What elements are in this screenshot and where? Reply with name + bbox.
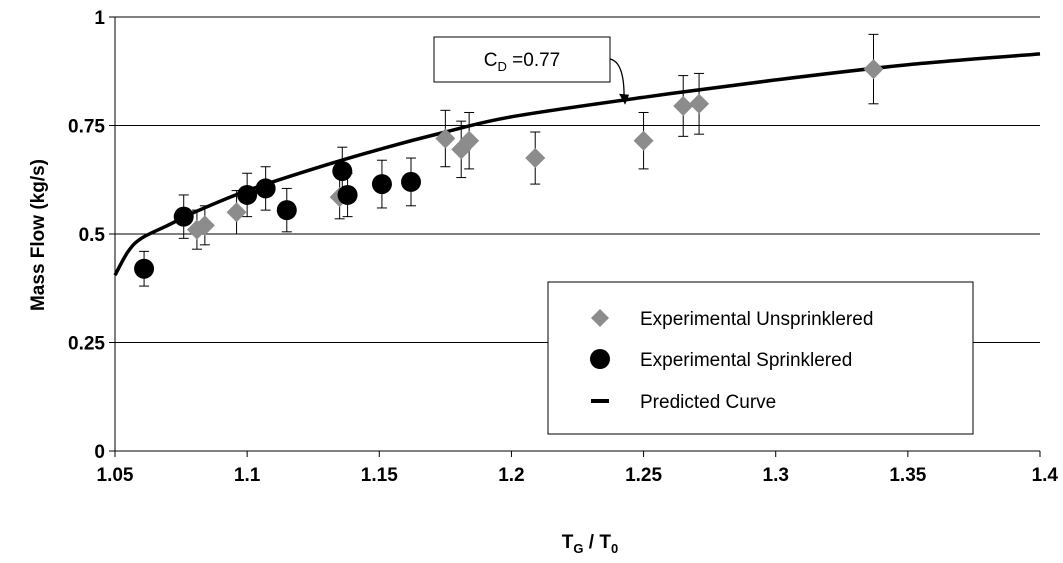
predicted-curve-line — [113, 52, 1041, 277]
x-tick-label-2: 1.15 — [361, 465, 398, 486]
axes — [109, 16, 1041, 457]
annotation-box — [433, 36, 611, 83]
legend-label-predicted: Predicted Curve — [640, 392, 776, 413]
point-unsprinklered-2 — [226, 202, 247, 223]
y-tick-label-1: 0.25 — [68, 334, 105, 355]
point-unsprinklered-11 — [863, 59, 884, 80]
y-tick-label-2: 0.5 — [79, 225, 106, 246]
point-sprinklered-6 — [337, 184, 358, 205]
point-unsprinklered-4 — [435, 128, 456, 149]
predicted-curve-layer — [113, 52, 1041, 277]
legend-marker-unsprinklered — [591, 309, 609, 327]
point-sprinklered-2 — [237, 184, 258, 205]
point-sprinklered-7 — [371, 174, 392, 195]
legend-marker-sprinklered — [590, 349, 610, 369]
x-tick-label-1: 1.1 — [234, 465, 261, 486]
annotation-label: CD =0.77 — [484, 50, 560, 74]
point-unsprinklered-1 — [194, 215, 215, 236]
point-unsprinklered-10 — [689, 93, 710, 114]
x-tick-label-5: 1.3 — [763, 465, 789, 486]
point-sprinklered-3 — [255, 178, 276, 199]
x-axis-title: TG / T0 — [562, 532, 618, 556]
x-tick-label-3: 1.2 — [498, 465, 524, 486]
point-sprinklered-5 — [332, 161, 353, 182]
legend: Experimental Unsprinklered Experimental … — [547, 281, 974, 435]
annotation-arrow — [609, 58, 625, 96]
annotation-arrowhead — [619, 93, 630, 105]
point-sprinklered-1 — [173, 206, 194, 227]
x-tick-label-4: 1.25 — [625, 465, 662, 486]
legend-label-sprinklered: Experimental Sprinklered — [640, 350, 852, 371]
point-unsprinklered-7 — [525, 148, 546, 169]
y-tick-label-3: 0.75 — [68, 117, 105, 138]
data-markers — [134, 59, 884, 279]
legend-box — [547, 281, 974, 435]
y-tick-label-4: 1 — [94, 8, 105, 29]
tick-labels: 0 0.25 0.5 0.75 1 1.05 1.1 1.15 1.2 1.25 1.3 1.35 1.… — [68, 8, 1058, 486]
legend-marker-predicted — [591, 399, 609, 403]
point-sprinklered-8 — [401, 171, 421, 192]
point-unsprinklered-6 — [459, 130, 480, 151]
point-sprinklered-0 — [134, 258, 155, 279]
point-unsprinklered-9 — [673, 95, 694, 116]
point-unsprinklered-8 — [633, 130, 654, 151]
x-tick-label-7: 1.4 — [1032, 465, 1059, 486]
point-sprinklered-4 — [276, 200, 297, 221]
cd-annotation: CD =0.77 — [433, 36, 630, 105]
x-tick-label-6: 1.35 — [889, 465, 926, 486]
legend-label-unsprinklered: Experimental Unsprinklered — [640, 309, 873, 330]
y-axis-title: Mass Flow (kg/s) — [28, 159, 49, 311]
x-tick-label-0: 1.05 — [97, 465, 134, 486]
y-tick-label-0: 0 — [94, 442, 105, 463]
